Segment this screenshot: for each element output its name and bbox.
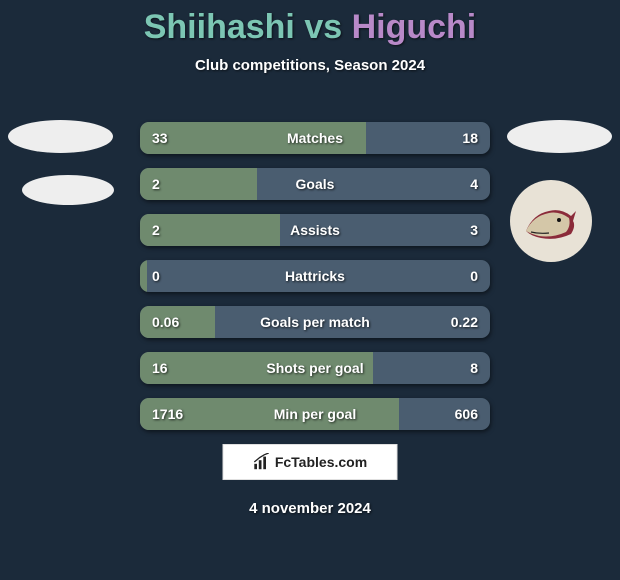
stat-value-right: 0 bbox=[470, 260, 478, 292]
stat-value-right: 4 bbox=[470, 168, 478, 200]
comparison-title: Shiihashi vs Higuchi bbox=[0, 0, 620, 47]
stat-row: 0.06Goals per match0.22 bbox=[140, 306, 490, 338]
stat-value-right: 3 bbox=[470, 214, 478, 246]
stat-value-right: 0.22 bbox=[451, 306, 478, 338]
stat-label: Assists bbox=[140, 214, 490, 246]
chart-icon bbox=[253, 453, 271, 471]
stat-row: 2Goals4 bbox=[140, 168, 490, 200]
stat-label: Shots per goal bbox=[140, 352, 490, 384]
player1-avatar-placeholder bbox=[8, 120, 113, 153]
stat-value-right: 606 bbox=[455, 398, 478, 430]
stat-label: Matches bbox=[140, 122, 490, 154]
stat-row: 2Assists3 bbox=[140, 214, 490, 246]
stat-row: 16Shots per goal8 bbox=[140, 352, 490, 384]
footer-brand[interactable]: FcTables.com bbox=[223, 444, 398, 480]
player1-name: Shiihashi bbox=[144, 8, 295, 46]
stat-row: 1716Min per goal606 bbox=[140, 398, 490, 430]
stat-label: Hattricks bbox=[140, 260, 490, 292]
stat-row: 33Matches18 bbox=[140, 122, 490, 154]
stats-container: 33Matches18 2Goals4 2Assists3 0Hattricks0 0.… bbox=[140, 122, 490, 444]
player2-club-logo bbox=[510, 180, 592, 262]
stat-row: 0Hattricks0 bbox=[140, 260, 490, 292]
stat-label: Goals bbox=[140, 168, 490, 200]
subtitle: Club competitions, Season 2024 bbox=[0, 57, 620, 74]
stat-label: Goals per match bbox=[140, 306, 490, 338]
title-vs: vs bbox=[295, 8, 352, 46]
footer-brand-text: FcTables.com bbox=[275, 454, 367, 470]
player1-club-placeholder bbox=[22, 175, 114, 205]
coyote-icon bbox=[521, 196, 581, 246]
player2-name: Higuchi bbox=[352, 8, 477, 46]
player2-avatar-placeholder bbox=[507, 120, 612, 153]
stat-value-right: 8 bbox=[470, 352, 478, 384]
stat-label: Min per goal bbox=[140, 398, 490, 430]
stat-value-right: 18 bbox=[462, 122, 478, 154]
footer-date: 4 november 2024 bbox=[0, 500, 620, 517]
